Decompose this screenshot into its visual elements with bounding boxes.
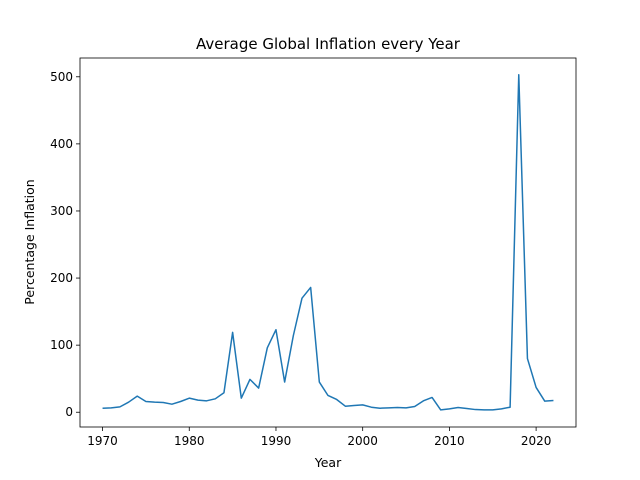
ticks-layer: 1970 1980 1990 2000 2010 2020 0 100 200 300 400 500 bbox=[50, 70, 551, 448]
x-tick-label: 1990 bbox=[261, 434, 292, 448]
x-tick-label: 1980 bbox=[174, 434, 205, 448]
chart-title: Average Global Inflation every Year bbox=[196, 35, 461, 53]
y-tick-label: 200 bbox=[50, 271, 73, 285]
x-tick-label: 2020 bbox=[521, 434, 552, 448]
y-axis-label: Percentage Inflation bbox=[22, 179, 37, 304]
x-tick-label: 2000 bbox=[347, 434, 378, 448]
x-axis-label: Year bbox=[314, 455, 342, 470]
y-tick-label: 400 bbox=[50, 137, 73, 151]
x-tick-label: 2010 bbox=[434, 434, 465, 448]
y-tick-label: 500 bbox=[50, 70, 73, 84]
y-tick-label: 0 bbox=[65, 405, 73, 419]
y-tick-label: 300 bbox=[50, 204, 73, 218]
series-layer bbox=[102, 74, 554, 411]
plot-frame bbox=[79, 57, 577, 428]
y-tick-label: 100 bbox=[50, 338, 73, 352]
series-line-0 bbox=[102, 74, 554, 411]
plot-area bbox=[79, 57, 577, 428]
x-tick-label: 1970 bbox=[87, 434, 118, 448]
